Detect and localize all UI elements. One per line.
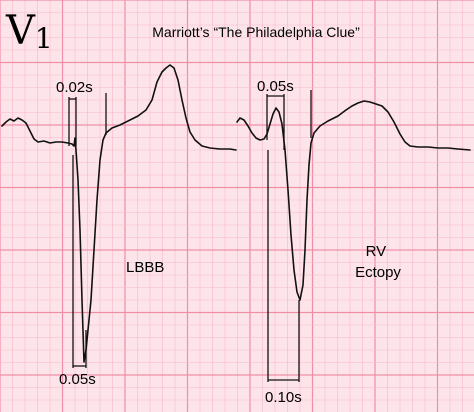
figure-title: Marriott’s “The Philadelphia Clue” <box>152 24 360 40</box>
lead-subscript: 1 <box>35 22 53 55</box>
lbbb-bottom-interval: 0.05s <box>59 371 96 388</box>
lbbb-trace <box>1 64 237 363</box>
lbbb-interval-markers <box>68 93 107 368</box>
rv-label-line-2: Ectopy <box>355 264 401 281</box>
lead-letter: V <box>5 8 36 54</box>
lead-label: V1 <box>5 8 53 55</box>
rv-top-interval: 0.05s <box>257 78 294 95</box>
lbbb-label: LBBB <box>126 259 164 276</box>
rv-ectopy-trace <box>236 100 471 301</box>
lbbb-top-interval: 0.02s <box>56 79 93 96</box>
rv-bottom-interval: 0.10s <box>265 389 302 406</box>
rv-interval-markers <box>266 90 312 382</box>
rv-label: RV Ectopy <box>355 243 401 281</box>
rv-label-line-1: RV <box>366 243 387 260</box>
lbbb-label-line: LBBB <box>126 259 164 276</box>
